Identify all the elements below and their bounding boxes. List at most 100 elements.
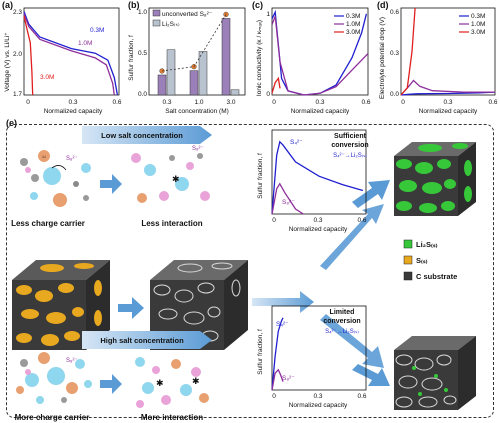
legend-sulfur-label: S₍ₛ₎ (416, 256, 428, 265)
panel-d-xlabel: Normalized capacity (419, 108, 478, 115)
panel-c-ylabel: Ionic conductivity (κ / κₘₐₓ) (256, 20, 263, 96)
panel-b-xtick: 0.3 (162, 99, 171, 106)
e-top-s82-label: S₈²⁻ (282, 199, 295, 206)
structure-arrow (118, 297, 144, 319)
bar-0-1 (189, 70, 199, 96)
panel-e-bottom-plot: Sulfur fraction, f 0 0.3 0.6 Normalized … (257, 305, 367, 409)
panel-e-top-plot: Sulfur fraction, f 0 0.3 0.6 Normalized … (257, 129, 369, 233)
e-top-xtick: 0.6 (357, 217, 366, 224)
panel-c-xtick: 0 (272, 99, 276, 106)
bar-1-0 (166, 49, 176, 96)
panel-d-xtick: 0.6 (488, 99, 497, 106)
panel-c-legend-30M: 3.0M (346, 29, 360, 36)
e-top-s42-label: S₄²⁻ (290, 139, 303, 146)
series-line-0 (271, 317, 284, 391)
e-bottom-title1: Limited (330, 309, 355, 316)
panel-d-legend-10M: 1.0M (471, 21, 485, 28)
panel-d-chart: Electrolyte potential drop (V) 0.6 0.3 0… (379, 7, 498, 115)
e-top-xlabel: Normalized capacity (289, 226, 348, 233)
e-bottom-s42-label: S₄²⁻ (276, 321, 289, 328)
low-salt-s82-label: S₈²⁻ (66, 156, 78, 162)
series-line-2 (400, 7, 416, 96)
panel-e-schematic: Low salt concentration Li S₈²⁻ Less char… (11, 126, 476, 422)
high-salt-scene-left (16, 352, 92, 404)
e-top-xtick: 0 (272, 217, 276, 224)
e-bottom-xtick: 0 (272, 393, 276, 400)
panel-c-xlabel: Normalized capacity (291, 108, 350, 115)
e-top-title1: Sufficient (334, 133, 367, 140)
panel-b-legend-swatch-s8 (152, 9, 161, 17)
e-bottom-ylabel: Sulfur fraction, f (257, 329, 264, 375)
panel-c-xtick: 0.6 (361, 99, 370, 106)
panel-b-xtick: 3.0 (226, 99, 235, 106)
panel-a-label-30M: 3.0M (40, 74, 54, 81)
e-top-ylabel: Sulfur fraction, f (257, 153, 264, 199)
e-bottom-xlabel: Normalized capacity (289, 402, 348, 409)
e-top-title2: conversion (331, 142, 368, 149)
svg-text:✱: ✱ (156, 378, 164, 388)
legend-li2s-label: Li₂S₍ₛ₎ (416, 240, 438, 249)
more-charge-carrier-label: More charge carrier (15, 413, 90, 422)
panel-d-ytick: 0.3 (390, 50, 399, 57)
series-line-1 (23, 13, 115, 96)
trend-line (161, 14, 227, 72)
legend-li2s-swatch (403, 239, 413, 249)
series-line-0 (23, 11, 119, 96)
panel-c-ytick: 1 (266, 11, 270, 18)
panel-b-legend-li2s: Li₂S₍ₛ₎ (162, 21, 180, 28)
panel-a-xlabel: Normalized capacity (44, 108, 103, 115)
panel-d-legend-03M: 0.3M (471, 13, 485, 20)
low-salt-banner (82, 126, 212, 144)
panel-b-ytick: 1.0 (138, 9, 147, 16)
panel-b-xlabel: Salt concentration (M) (165, 108, 229, 115)
e-top-xtick: 0.3 (313, 217, 322, 224)
panel-e-letter: (e) (6, 118, 17, 128)
low-salt-scene-left: Li (20, 150, 91, 207)
svg-text:Li: Li (42, 154, 45, 159)
diag-down-arrow (320, 314, 384, 368)
result-cube-limited (394, 336, 476, 410)
series-line-1 (271, 182, 304, 215)
more-interaction-label: More interaction (141, 413, 203, 422)
plot-frame (271, 7, 369, 96)
plot-frame (271, 305, 367, 391)
bar-1-1 (198, 51, 208, 96)
svg-text:✱: ✱ (172, 174, 180, 184)
panel-e-frame (6, 124, 494, 418)
panel-b-legend-s8: unconverted S₈²⁻ (162, 11, 213, 18)
series-line-2 (271, 76, 281, 94)
e-bottom-xtick: 0.6 (357, 393, 366, 400)
panel-c-legend-10M: 1.0M (346, 21, 360, 28)
panel-b-legend-swatch-li2s (152, 19, 161, 27)
panel-a-xtick: 0 (26, 99, 30, 106)
panel-c-xtick: 0.3 (315, 99, 324, 106)
panel-b-ytick: 0.5 (138, 50, 147, 57)
bar-0-0 (157, 74, 167, 96)
high-salt-s82-label: S₈²⁻ (66, 358, 78, 364)
panel-c-ytick: 0 (266, 91, 270, 98)
plot-frame (271, 129, 367, 215)
result-cube-sufficient (394, 142, 476, 216)
low-salt-label: Low salt concentration (101, 131, 183, 140)
high-salt-scene-right: ✱ ✱ (135, 357, 209, 408)
panel-a-label-10M: 1.0M (78, 40, 92, 47)
svg-text:✱: ✱ (192, 376, 200, 386)
bar-0-2 (221, 18, 231, 96)
e-bottom-title2: conversion (323, 318, 360, 325)
e-bottom-xtick: 0.3 (313, 393, 322, 400)
bar-marker (223, 11, 229, 18)
panel-a-xtick: 0.3 (68, 99, 77, 106)
panel-a-ytick: 1.7 (13, 91, 22, 98)
legend-carbon-swatch (403, 271, 413, 281)
panel-d-ylabel: Electrolyte potential drop (V) (379, 17, 386, 99)
panel-d-ytick: 0.0 (390, 91, 399, 98)
branch-arrow (252, 291, 314, 313)
less-charge-carrier-label: Less charge carrier (11, 219, 85, 228)
series-line-1 (271, 16, 369, 96)
legend-carbon-label: C substrate (416, 272, 457, 281)
low-salt-scene-right: ✱ (131, 153, 210, 203)
low-salt-right-s82-label: S₈²⁻ (192, 146, 204, 152)
panel-a-letter: (a) (2, 0, 13, 10)
less-interaction-label: Less interaction (141, 219, 202, 228)
to-top-result-arrow (352, 180, 390, 208)
